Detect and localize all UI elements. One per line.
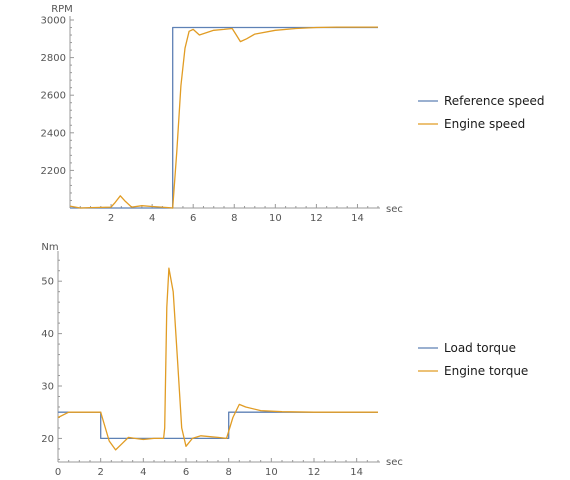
x-tick-label: 14 bbox=[351, 213, 364, 224]
y-tick-label: 20 bbox=[41, 434, 54, 445]
legend-label: Engine torque bbox=[444, 364, 528, 378]
y-tick-label: 50 bbox=[41, 277, 54, 288]
x-tick-label: 14 bbox=[350, 467, 363, 478]
series-line-actual bbox=[69, 26, 378, 209]
x-tick-label: 12 bbox=[308, 467, 321, 478]
legend-label: Load torque bbox=[444, 341, 516, 355]
x-axis-unit: sec bbox=[386, 204, 403, 215]
x-tick-label: 8 bbox=[225, 467, 231, 478]
x-tick-label: 2 bbox=[97, 467, 103, 478]
y-tick-label: 40 bbox=[41, 329, 54, 340]
legend-label: Engine speed bbox=[444, 117, 525, 131]
x-tick-label: 6 bbox=[183, 467, 189, 478]
torque-chart: 0 2 4 6 8 10 12 14 20 30 40 50 Nm sec bbox=[41, 242, 403, 478]
series-line-actual bbox=[57, 267, 378, 451]
x-tick-label: 10 bbox=[265, 467, 278, 478]
legend-label: Reference speed bbox=[444, 94, 545, 108]
series-line-reference bbox=[70, 26, 378, 209]
y-axis-unit: Nm bbox=[41, 242, 58, 253]
y-tick-label: 2200 bbox=[41, 166, 66, 177]
y-tick-label: 2600 bbox=[41, 91, 66, 102]
x-tick-label: 6 bbox=[190, 213, 196, 224]
x-tick-label: 0 bbox=[55, 467, 61, 478]
x-tick-label: 8 bbox=[231, 213, 237, 224]
x-tick-label: 2 bbox=[108, 213, 114, 224]
x-tick-label: 10 bbox=[269, 213, 282, 224]
series-line-reference bbox=[58, 411, 378, 440]
x-tick-label: 12 bbox=[310, 213, 323, 224]
y-tick-label: 2800 bbox=[41, 53, 66, 64]
x-axis-unit: sec bbox=[386, 457, 403, 468]
torque-legend: Load torque Engine torque bbox=[418, 341, 528, 378]
speed-legend: Reference speed Engine speed bbox=[418, 94, 545, 131]
y-axis-unit: RPM bbox=[51, 4, 73, 15]
y-tick-label: 2400 bbox=[41, 128, 66, 139]
x-tick-label: 4 bbox=[149, 213, 155, 224]
y-tick-label: 3000 bbox=[41, 16, 66, 27]
y-tick-label: 30 bbox=[41, 382, 54, 393]
x-tick-label: 4 bbox=[140, 467, 146, 478]
